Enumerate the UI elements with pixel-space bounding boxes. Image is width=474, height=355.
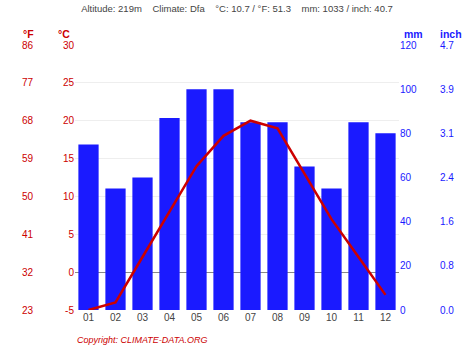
svg-text:25: 25 xyxy=(63,77,75,88)
svg-text:10: 10 xyxy=(326,312,338,323)
svg-text:3.9: 3.9 xyxy=(440,84,454,95)
svg-text:04: 04 xyxy=(164,312,176,323)
svg-text:77: 77 xyxy=(22,77,34,88)
svg-text:0.8: 0.8 xyxy=(440,260,454,271)
svg-text:05: 05 xyxy=(191,312,203,323)
svg-text:50: 50 xyxy=(22,191,34,202)
svg-text:11: 11 xyxy=(353,312,364,323)
svg-text:01: 01 xyxy=(83,312,95,323)
svg-text:2.4: 2.4 xyxy=(440,172,454,183)
svg-text:07: 07 xyxy=(245,312,257,323)
svg-text:0.0: 0.0 xyxy=(440,305,454,316)
svg-text:06: 06 xyxy=(218,312,230,323)
svg-text:41: 41 xyxy=(22,229,34,240)
svg-text:20: 20 xyxy=(400,260,412,271)
svg-text:°C: °C xyxy=(58,28,70,40)
svg-text:02: 02 xyxy=(110,312,122,323)
svg-text:0: 0 xyxy=(68,267,74,278)
svg-text:60: 60 xyxy=(400,172,412,183)
svg-text:23: 23 xyxy=(22,305,34,316)
svg-text:°F: °F xyxy=(23,28,34,40)
svg-text:59: 59 xyxy=(22,153,34,164)
svg-text:09: 09 xyxy=(299,312,311,323)
svg-text:80: 80 xyxy=(400,128,412,139)
svg-text:Copyright: CLIMATE-DATA.ORG: Copyright: CLIMATE-DATA.ORG xyxy=(77,335,208,345)
svg-text:03: 03 xyxy=(137,312,149,323)
svg-text:32: 32 xyxy=(22,267,34,278)
svg-text:0: 0 xyxy=(400,305,406,316)
svg-text:-5: -5 xyxy=(65,305,74,316)
svg-text:120: 120 xyxy=(400,40,417,51)
svg-text:15: 15 xyxy=(63,153,75,164)
svg-text:5: 5 xyxy=(68,229,74,240)
svg-text:10: 10 xyxy=(63,191,75,202)
svg-text:20: 20 xyxy=(63,115,75,126)
svg-text:40: 40 xyxy=(400,216,412,227)
svg-text:86: 86 xyxy=(22,40,34,51)
svg-text:mm: mm xyxy=(404,28,423,40)
svg-text:inch: inch xyxy=(440,28,462,40)
svg-text:68: 68 xyxy=(22,115,34,126)
svg-text:12: 12 xyxy=(380,312,392,323)
svg-text:1.6: 1.6 xyxy=(440,216,454,227)
svg-text:30: 30 xyxy=(63,40,75,51)
svg-text:4.7: 4.7 xyxy=(440,40,454,51)
svg-text:3.1: 3.1 xyxy=(440,128,454,139)
svg-text:100: 100 xyxy=(400,84,417,95)
svg-text:Altitude: 219m Climate: Dfa: Altitude: 219m Climate: Dfa °C: 10.7 / °… xyxy=(81,3,393,14)
svg-text:08: 08 xyxy=(272,312,284,323)
